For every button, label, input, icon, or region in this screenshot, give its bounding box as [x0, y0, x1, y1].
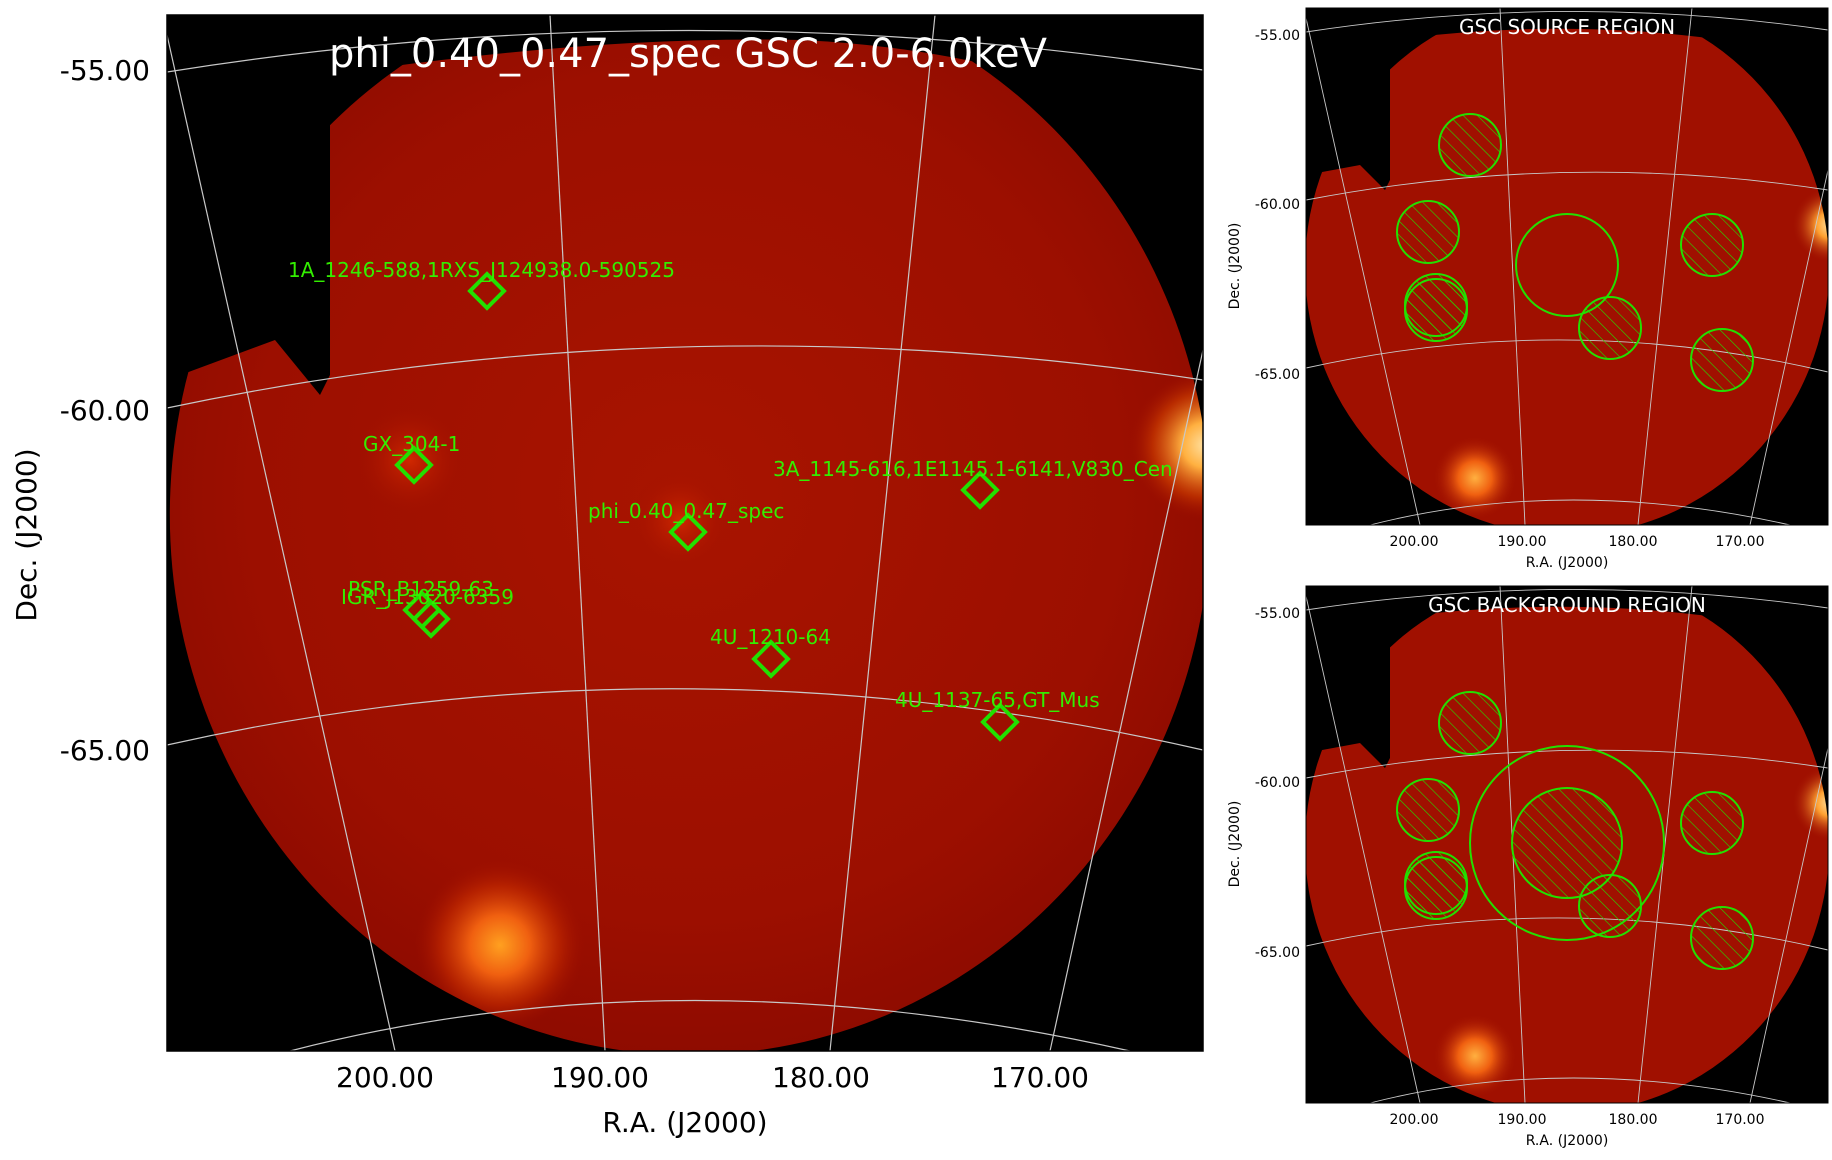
exclusion-region[interactable] — [1680, 213, 1744, 277]
exposure-field — [1306, 28, 1828, 525]
emission-bright-edge — [1130, 370, 1203, 520]
source-region-map: GSC SOURCE REGION -55.00 -60.00 -65.00 2… — [1227, 7, 1829, 571]
source-label: PSR_B1259-63 — [348, 577, 494, 601]
exclusion-region[interactable] — [1438, 113, 1502, 177]
y-tick-label: -65.00 — [60, 734, 150, 767]
source-label: 4U_1137-65,GT_Mus — [895, 688, 1100, 712]
emission-target — [630, 470, 730, 570]
emission-bright-edge — [1792, 765, 1828, 841]
exclusion-region[interactable] — [1578, 296, 1642, 360]
source-label: 1A_1246-588,1RXS_J124938.0-590525 — [288, 258, 675, 282]
exclusion-region[interactable] — [1404, 273, 1468, 337]
y-tick-label: -55.00 — [60, 54, 150, 87]
background-annulus-outer[interactable] — [1469, 745, 1665, 941]
source-label: IGR_J13020-6359 — [341, 585, 514, 609]
y-tick-labels: -55.00 -60.00 -65.00 — [1255, 28, 1300, 383]
x-axis-label: R.A. (J2000) — [602, 1106, 767, 1139]
x-tick-label: 170.00 — [1716, 534, 1765, 550]
y-tick-labels: -55.00 -60.00 -65.00 — [60, 54, 150, 767]
source-label: 3A_1145-616,1E1145.1-6141,V830_Cen — [773, 457, 1173, 481]
emission-bright-south — [415, 860, 585, 1030]
x-tick-label: 170.00 — [991, 1061, 1089, 1094]
y-axis-label: Dec. (J2000) — [1227, 801, 1243, 888]
exclusion-region[interactable] — [1690, 906, 1754, 970]
x-axis-label: R.A. (J2000) — [1526, 555, 1609, 571]
source-extraction-circle[interactable] — [1515, 213, 1619, 317]
y-tick-label: -55.00 — [1255, 606, 1300, 622]
source-markers — [394, 271, 1020, 742]
exclusion-region[interactable] — [1690, 328, 1754, 392]
source-marker-diamond[interactable] — [467, 271, 507, 311]
x-tick-labels: 200.00 190.00 180.00 170.00 — [1390, 534, 1765, 550]
field-mask — [1306, 586, 1828, 1103]
x-tick-label: 180.00 — [1609, 534, 1658, 550]
emission-bright-edge — [1792, 187, 1828, 263]
y-axis-label: Dec. (J2000) — [10, 448, 43, 621]
x-tick-labels: 200.00 190.00 180.00 170.00 — [336, 1061, 1089, 1094]
panel-title: GSC BACKGROUND REGION — [1428, 593, 1706, 617]
source-labels: 1A_1246-588,1RXS_J124938.0-590525 GX_304… — [288, 258, 1173, 712]
x-tick-label: 190.00 — [551, 1061, 649, 1094]
source-marker-diamond[interactable] — [668, 512, 708, 552]
x-tick-label: 190.00 — [1498, 534, 1547, 550]
y-tick-label: -65.00 — [1255, 367, 1300, 383]
exclusion-regions — [1396, 691, 1754, 970]
coordinate-grid — [166, 14, 1204, 1052]
x-tick-label: 190.00 — [1498, 1112, 1547, 1128]
x-tick-labels: 200.00 190.00 180.00 170.00 — [1390, 1112, 1765, 1128]
exclusion-region[interactable] — [1511, 787, 1623, 899]
y-tick-label: -60.00 — [1255, 775, 1300, 791]
y-tick-label: -60.00 — [60, 394, 150, 427]
source-marker-diamond[interactable] — [411, 599, 451, 639]
exclusion-region[interactable] — [1578, 874, 1642, 938]
source-label: 4U_1210-64 — [710, 625, 831, 649]
coordinate-grid — [1305, 7, 1829, 526]
x-axis-label: R.A. (J2000) — [1526, 1133, 1609, 1149]
x-tick-label: 170.00 — [1716, 1112, 1765, 1128]
exclusion-region[interactable] — [1404, 851, 1468, 915]
plot-frame — [1305, 585, 1829, 1104]
y-tick-labels: -55.00 -60.00 -65.00 — [1255, 606, 1300, 961]
emission-bright-south — [1433, 436, 1517, 520]
x-tick-label: 200.00 — [1390, 534, 1439, 550]
source-marker-diamond[interactable] — [960, 470, 1000, 510]
source-marker-diamond[interactable] — [751, 639, 791, 679]
x-tick-label: 180.00 — [1609, 1112, 1658, 1128]
plot-frame — [1305, 7, 1829, 526]
exclusion-region[interactable] — [1438, 691, 1502, 755]
y-axis-label: Dec. (J2000) — [1227, 223, 1243, 310]
y-tick-label: -60.00 — [1255, 197, 1300, 213]
y-tick-label: -65.00 — [1255, 945, 1300, 961]
x-tick-label: 180.00 — [772, 1061, 870, 1094]
exclusion-region[interactable] — [1396, 778, 1460, 842]
exclusion-region[interactable] — [1396, 200, 1460, 264]
y-tick-label: -55.00 — [1255, 28, 1300, 44]
x-tick-label: 200.00 — [1390, 1112, 1439, 1128]
field-mask — [167, 15, 1203, 1051]
exclusion-region[interactable] — [1680, 791, 1744, 855]
source-marker-diamond[interactable] — [394, 445, 434, 485]
main-sky-map: phi_0.40_0.47_spec GSC 2.0-6.0keV -55.00… — [10, 14, 1204, 1139]
plot-title: phi_0.40_0.47_spec GSC 2.0-6.0keV — [329, 31, 1048, 77]
emission-bright-south — [1433, 1014, 1517, 1098]
plot-frame — [166, 14, 1204, 1052]
source-region-panel: GSC SOURCE REGION -55.00 -60.00 -65.00 2… — [1220, 0, 1832, 578]
emission-gx304 — [355, 405, 465, 515]
source-marker-diamond[interactable] — [980, 702, 1020, 742]
source-label: GX_304-1 — [363, 432, 460, 456]
exclusion-regions — [1396, 113, 1754, 392]
source-label: phi_0.40_0.47_spec — [588, 499, 784, 523]
main-sky-map-panel: phi_0.40_0.47_spec GSC 2.0-6.0keV -55.00… — [10, 14, 1204, 1139]
background-region-panel: GSC BACKGROUND REGION -55.00 -60.00 -65.… — [1220, 578, 1832, 1156]
x-tick-label: 200.00 — [336, 1061, 434, 1094]
background-region-map: GSC BACKGROUND REGION -55.00 -60.00 -65.… — [1227, 585, 1829, 1149]
field-mask — [1306, 8, 1828, 525]
panel-title: GSC SOURCE REGION — [1459, 15, 1675, 39]
